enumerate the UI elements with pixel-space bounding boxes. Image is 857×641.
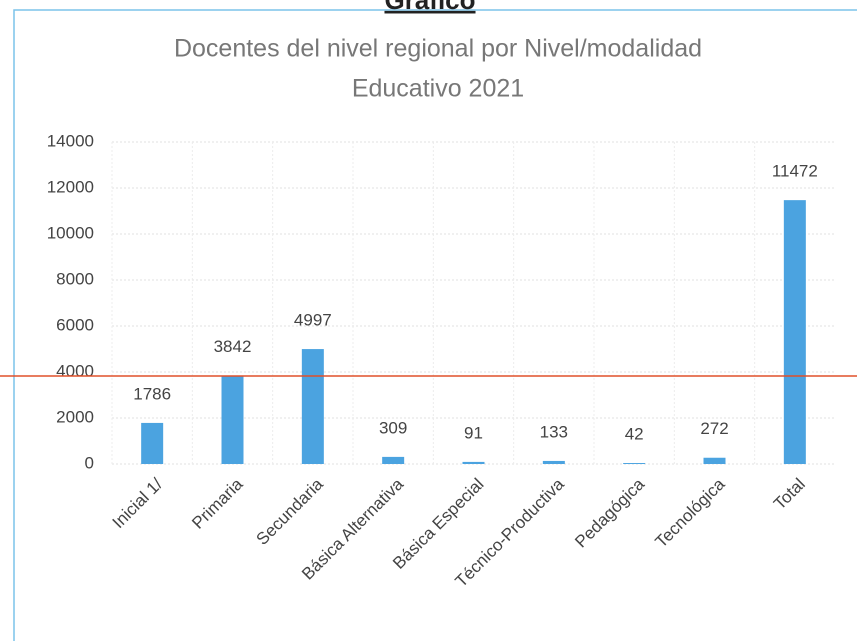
data-label: 309: [379, 418, 407, 437]
y-tick-label: 4000: [56, 361, 94, 380]
chart-title: Docentes del nivel regional por Nivel/mo…: [174, 35, 702, 63]
plot: 0 2000 4000 6000 8000 10000 12000 14000 Inicial …: [47, 131, 835, 591]
x-tick-label: Pedagógica: [571, 474, 648, 551]
bar: [301, 349, 324, 464]
y-tick-label: 14000: [47, 131, 94, 150]
data-label: 4997: [294, 311, 332, 330]
bar: [623, 463, 646, 464]
x-tick-label: Primaria: [188, 474, 247, 533]
y-tick-label: 6000: [56, 315, 94, 334]
chart-title: Educativo 2021: [352, 75, 524, 103]
y-tick-label: 10000: [47, 223, 94, 242]
x-tick-label: Secundaria: [253, 474, 328, 549]
y-tick-label: 2000: [56, 407, 94, 426]
chart-frame: [13, 9, 857, 641]
data-label: 91: [464, 423, 483, 442]
x-tick-label: Total: [770, 475, 809, 514]
y-tick-label: 0: [85, 453, 94, 472]
x-tick-label: Inicial 1/: [109, 474, 167, 532]
data-label: 42: [625, 425, 644, 444]
x-tick-label: Tecnológica: [652, 474, 729, 551]
bar: [703, 457, 726, 464]
heading: Gráfico: [384, 0, 475, 15]
bar: [382, 456, 405, 464]
data-label: 133: [540, 422, 568, 441]
data-label: 272: [700, 419, 728, 438]
bar: [221, 375, 244, 464]
data-label: 3842: [214, 337, 252, 356]
y-tick-label: 8000: [56, 269, 94, 288]
data-label: 1786: [133, 384, 171, 403]
data-label: 11472: [772, 162, 818, 181]
bar: [542, 460, 565, 464]
bar: [783, 200, 806, 465]
y-tick-label: 12000: [47, 177, 94, 196]
bar: [141, 422, 164, 464]
bar: [462, 461, 485, 464]
